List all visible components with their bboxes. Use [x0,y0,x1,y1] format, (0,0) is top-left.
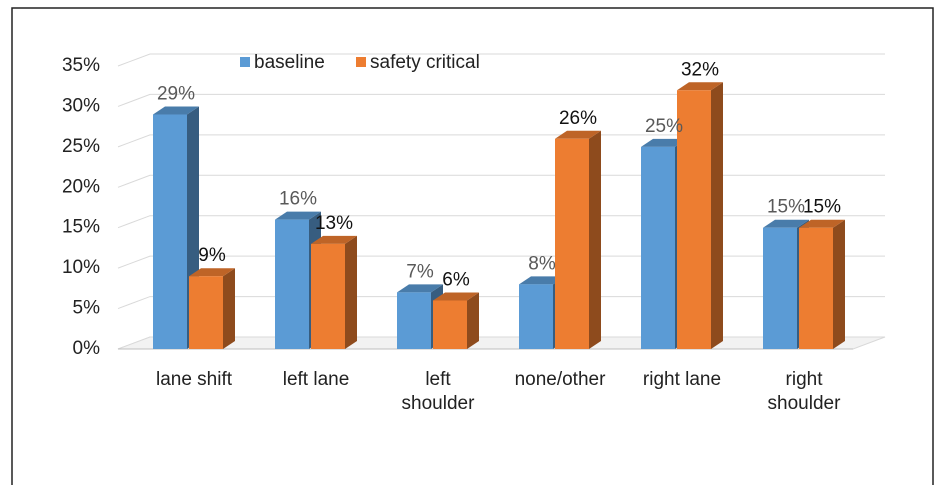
value-label: 8% [528,253,556,274]
labels: 0% 5% 10% 15% 20% 25% 30% 35% 29% 9% lane shift 16%… [62,52,841,414]
value-label: 16% [279,189,317,210]
x-tick-label: lane shift [156,369,233,390]
bar-top [433,292,479,301]
bar-top [397,284,443,293]
value-label: 7% [406,261,434,282]
value-label: 9% [198,245,226,266]
bar [555,138,589,349]
bar [641,146,675,349]
y-tick-label: 15% [62,217,100,238]
bar [189,276,223,349]
bar [519,284,553,349]
grid-line [117,296,885,310]
bar-side [223,268,235,349]
y-tick-label: 35% [62,55,100,76]
bar-side [345,235,357,349]
value-label: 25% [645,116,683,137]
bar-side [467,292,479,349]
legend-label: baseline [254,52,325,73]
grid-line [117,215,885,229]
grid-line [117,134,885,148]
bar-top [799,219,845,228]
value-label: 29% [157,84,195,105]
value-label: 13% [315,213,353,234]
bar [677,90,711,349]
bar-top [555,130,601,139]
x-tick-label: left lane [283,369,350,390]
value-label: 26% [559,108,597,129]
y-tick-label: 20% [62,176,100,197]
bar-top [519,276,565,285]
bar-top [153,106,199,115]
grid-line [117,255,885,269]
bar-top [189,268,235,277]
value-label: 32% [681,59,719,80]
legend-swatch [356,57,366,67]
x-tick-label: left shoulder [402,369,476,414]
bar-side [833,219,845,349]
value-label: 15% [767,197,805,218]
bar [799,227,833,349]
bar-top [763,219,809,228]
bar-top [641,138,687,147]
x-tick-label: right lane [643,369,721,390]
bar [275,219,309,349]
grid-line [117,93,885,107]
grid-line [117,174,885,188]
bar-top [311,235,357,244]
bar [433,300,467,349]
value-label: 15% [803,197,841,218]
bar [153,114,187,349]
bar [397,292,431,349]
bar-top [275,211,321,220]
y-tick-label: 25% [62,136,100,157]
value-label: 6% [442,270,470,291]
legend-swatch [240,57,250,67]
bars [153,82,845,349]
bar-side [589,130,601,349]
y-tick-label: 0% [73,338,101,359]
x-tick-label: right shoulder [768,369,842,414]
legend-label: safety critical [370,52,480,73]
grid-line [117,53,885,67]
bar-side [711,82,723,349]
y-tick-label: 10% [62,257,100,278]
y-tick-label: 5% [73,298,101,319]
y-tick-label: 30% [62,95,100,116]
bar [763,227,797,349]
bar-top [677,82,723,91]
bar [311,243,345,349]
x-tick-label: none/other [515,369,607,390]
